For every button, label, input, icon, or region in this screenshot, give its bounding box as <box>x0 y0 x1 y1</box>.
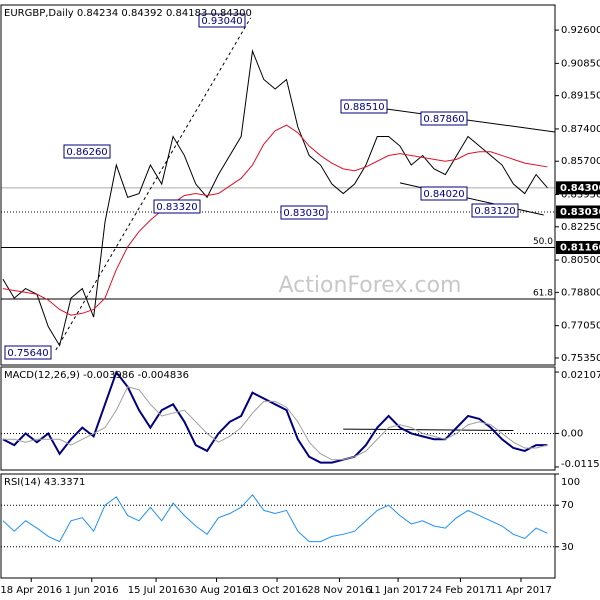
annotation-box <box>420 111 468 126</box>
series-line <box>2 494 548 543</box>
y-tick-label: 0.85700 <box>561 156 600 167</box>
annotation: 0.93040 <box>201 16 242 27</box>
annotation-box <box>340 99 388 114</box>
annotation-box <box>153 199 201 214</box>
x-tick-label: 24 Feb 2017 <box>429 585 491 596</box>
plot <box>1 494 555 548</box>
annotation: 0.88510 <box>343 102 384 113</box>
annotation: 0.83120 <box>474 206 515 217</box>
level-label: 61.8 <box>533 289 553 299</box>
annotation: 0.83320 <box>156 202 197 213</box>
level-label: 50.0 <box>533 237 553 247</box>
plot <box>1 370 555 464</box>
y-tick-label: 0.80500 <box>561 255 600 266</box>
series-line <box>2 49 548 347</box>
trend-line <box>55 17 252 351</box>
y-tick-label: 0.87400 <box>561 124 600 135</box>
x-tick-label: 11 Jan 2017 <box>368 585 428 596</box>
y-tick-label: 70 <box>561 500 574 511</box>
x-tick-label: 13 Oct 2016 <box>246 585 308 596</box>
plot <box>1 17 555 351</box>
y-tick-label: 0.77050 <box>561 321 600 332</box>
annotation: 0.75640 <box>7 348 48 359</box>
annotation-box <box>4 345 52 360</box>
annotation: 0.84020 <box>423 189 464 200</box>
y-tick-label: -0.011507 <box>561 459 600 470</box>
y-tick-label: 0.83950 <box>561 190 600 201</box>
y-tick-label: 0.00 <box>561 428 583 439</box>
panel-title: RSI(14) 43.3371 <box>4 477 85 488</box>
y-tick-label: 30 <box>561 542 574 553</box>
x-tick-label: 18 Apr 2016 <box>0 585 62 596</box>
price-marker-label: 0.81160 <box>560 243 600 254</box>
x-tick-label: 1 Jun 2016 <box>65 585 119 596</box>
price-marker-label: 0.84300 <box>560 183 600 194</box>
annotation-box <box>198 13 246 28</box>
y-tick-label: 0.92600 <box>561 25 600 36</box>
panel-title: MACD(12,26,9) -0.003986 -0.004836 <box>4 370 189 381</box>
annotation: 0.86260 <box>66 147 107 158</box>
watermark: ActionForex.com <box>279 273 462 298</box>
panel-border <box>0 366 556 471</box>
y-tick-label: 0.82250 <box>561 222 600 233</box>
y-tick-label: 0.89150 <box>561 91 600 102</box>
y-tick-label: 0.90850 <box>561 58 600 69</box>
series-line <box>2 370 548 464</box>
x-tick-label: 11 Apr 2017 <box>490 585 552 596</box>
price-marker <box>556 205 600 219</box>
price-marker <box>556 181 600 195</box>
annotation: 0.83030 <box>283 208 324 219</box>
x-tick-label: 28 Nov 2016 <box>307 585 371 596</box>
annotation-box <box>471 203 519 218</box>
y-tick-label: 0.75350 <box>561 353 600 364</box>
y-tick-label: 0.021074 <box>561 370 600 381</box>
annotation-box <box>63 144 111 159</box>
y-tick-label: 100 <box>561 477 580 488</box>
panel-border <box>0 473 556 579</box>
panel-border <box>0 4 556 366</box>
trend-line <box>343 428 514 432</box>
series-line <box>2 386 548 461</box>
x-tick-label: 30 Aug 2016 <box>185 585 249 596</box>
annotation-box <box>420 186 468 201</box>
annotation-box <box>280 205 328 220</box>
price-marker <box>556 241 600 255</box>
panel-title: EURGBP,Daily 0.84234 0.84392 0.84183 0.8… <box>4 8 252 19</box>
annotation: 0.87860 <box>423 114 464 125</box>
y-tick-label: 0.78800 <box>561 287 600 298</box>
price-marker-label: 0.83030 <box>560 207 600 218</box>
series-line <box>2 124 548 316</box>
x-tick-label: 15 Jul 2016 <box>128 585 185 596</box>
